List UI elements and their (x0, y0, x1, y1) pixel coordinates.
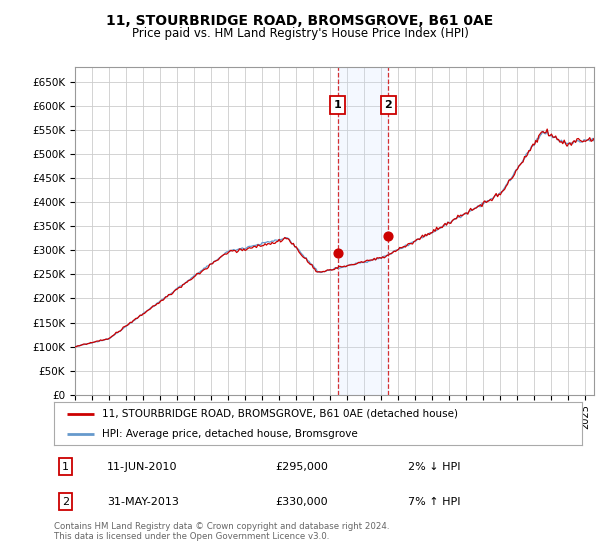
Text: Contains HM Land Registry data © Crown copyright and database right 2024.
This d: Contains HM Land Registry data © Crown c… (54, 522, 389, 542)
Text: 11, STOURBRIDGE ROAD, BROMSGROVE, B61 0AE: 11, STOURBRIDGE ROAD, BROMSGROVE, B61 0A… (106, 14, 494, 28)
Text: 2: 2 (385, 100, 392, 110)
Text: 2: 2 (62, 497, 69, 507)
Text: £295,000: £295,000 (276, 461, 329, 472)
Text: 11, STOURBRIDGE ROAD, BROMSGROVE, B61 0AE (detached house): 11, STOURBRIDGE ROAD, BROMSGROVE, B61 0A… (101, 409, 458, 419)
Text: 2% ↓ HPI: 2% ↓ HPI (408, 461, 460, 472)
Text: 11-JUN-2010: 11-JUN-2010 (107, 461, 178, 472)
Text: HPI: Average price, detached house, Bromsgrove: HPI: Average price, detached house, Brom… (101, 430, 357, 439)
Bar (338, 67, 388, 395)
Text: 31-MAY-2013: 31-MAY-2013 (107, 497, 179, 507)
Text: Price paid vs. HM Land Registry's House Price Index (HPI): Price paid vs. HM Land Registry's House … (131, 27, 469, 40)
Text: 1: 1 (334, 100, 341, 110)
Point (383, 231, 393, 240)
Text: 7% ↑ HPI: 7% ↑ HPI (408, 497, 460, 507)
Text: 1: 1 (62, 461, 69, 472)
Text: £330,000: £330,000 (276, 497, 328, 507)
Point (333, 248, 343, 257)
